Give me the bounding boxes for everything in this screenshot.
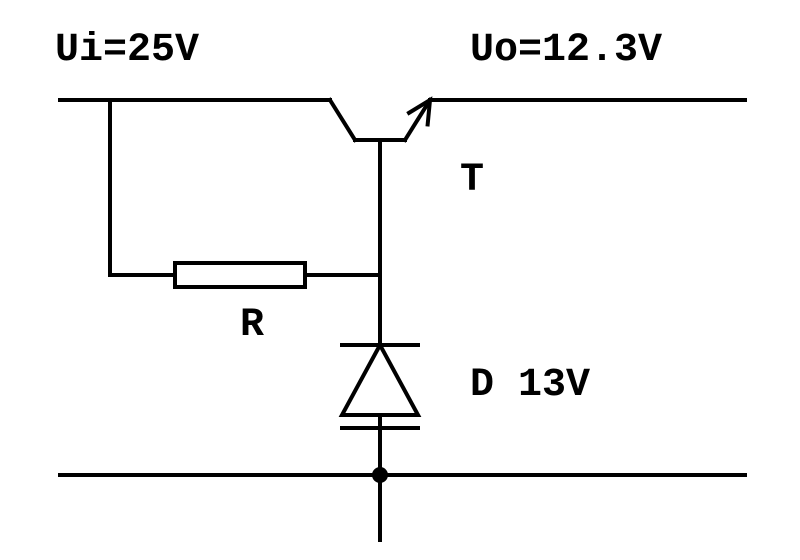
label-ui: Ui=25V — [55, 28, 199, 73]
label-d: D 13V — [470, 363, 590, 408]
transistor-collector-lead — [330, 100, 355, 140]
transistor-emitter-arrow-icon — [409, 100, 430, 124]
label-uo: Uo=12.3V — [470, 28, 662, 73]
label-r: R — [240, 303, 264, 348]
zener-diode-triangle — [342, 345, 418, 415]
voltage-regulator-schematic: Ui=25V Uo=12.3V T R D 13V — [0, 0, 800, 560]
resistor-r — [175, 263, 305, 287]
label-t: T — [460, 158, 484, 203]
